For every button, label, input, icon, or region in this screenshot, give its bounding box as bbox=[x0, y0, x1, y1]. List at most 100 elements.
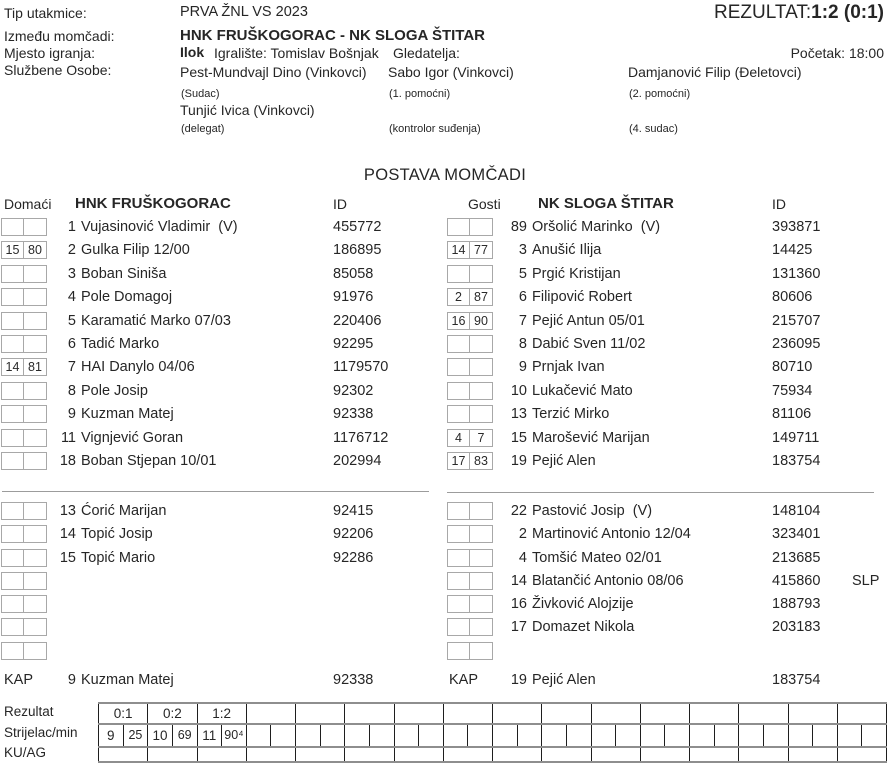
player-row: 16 Živković Alojzije 188793 bbox=[445, 594, 890, 617]
sub-minute-box bbox=[23, 405, 47, 424]
kuag-cell bbox=[344, 747, 393, 761]
player-name: Gulka Filip 12/00 bbox=[81, 242, 190, 259]
player-name: Tadić Marko bbox=[81, 335, 160, 352]
scorer-number bbox=[395, 725, 419, 746]
player-row: 8 Pole Josip 92302 bbox=[0, 381, 445, 404]
sub-minute-box bbox=[23, 595, 47, 614]
scorer-minute-cell bbox=[787, 725, 837, 746]
result-line: REZULTAT:1:2 (0:1) bbox=[714, 2, 884, 24]
sub-minute-box bbox=[23, 618, 47, 637]
player-id: 92338 bbox=[333, 406, 374, 423]
player-id: 215707 bbox=[772, 312, 821, 329]
player-id: 183754 bbox=[772, 452, 821, 469]
player-name: Filipović Robert bbox=[532, 289, 632, 306]
teams-value: HNK FRUŠKOGORAC - NK SLOGA ŠTITAR bbox=[180, 27, 485, 44]
kuag-cell bbox=[147, 747, 196, 761]
player-number: 18 bbox=[59, 452, 76, 469]
home-captain-row: KAP 9 Kuzman Matej 92338 bbox=[0, 670, 445, 690]
sub-minute-box bbox=[469, 405, 493, 424]
sub-number-box bbox=[447, 502, 470, 520]
player-id: 415860 bbox=[772, 572, 821, 589]
away-bench-divider bbox=[447, 492, 874, 493]
player-number: 13 bbox=[510, 406, 527, 423]
sub-number-box bbox=[1, 595, 24, 614]
player-number: 2 bbox=[518, 526, 527, 543]
kuag-cell bbox=[787, 747, 837, 761]
scorer-number bbox=[739, 725, 763, 746]
player-row: 6 Tadić Marko 92295 bbox=[0, 334, 445, 357]
goal-minute: 90⁴ bbox=[221, 725, 246, 746]
sub-minute-box: 81 bbox=[23, 358, 47, 377]
away-bench-list: 22 Pastović Josip (V) 148104 2 Martinović An… bbox=[445, 501, 890, 664]
player-row: 13 Terzić Mirko 81106 bbox=[445, 404, 890, 427]
empty-player-row bbox=[0, 617, 445, 640]
player-name: Pole Domagoj bbox=[81, 289, 173, 306]
player-number: 11 bbox=[60, 429, 76, 446]
match-type-label: Tip utakmice: bbox=[4, 5, 87, 21]
goal-minute: 69 bbox=[171, 725, 197, 746]
sub-number-box: 14 bbox=[447, 241, 470, 260]
sub-number-box bbox=[1, 264, 24, 283]
scorer-number bbox=[592, 725, 616, 746]
player-row: 16 90 7 Pejić Antun 05/01 215707 bbox=[445, 311, 890, 334]
player-id: 92206 bbox=[333, 526, 374, 543]
scorer-number bbox=[247, 725, 271, 746]
home-captain-number: 9 bbox=[67, 672, 76, 688]
result-value: 1:2 (0:1) bbox=[811, 2, 884, 23]
player-id: 393871 bbox=[772, 219, 821, 235]
sub-minute-box bbox=[23, 428, 47, 447]
sub-minute-box bbox=[469, 525, 493, 544]
scorer-minute-cell bbox=[738, 725, 787, 746]
sub-number-box: 2 bbox=[447, 288, 470, 307]
sub-minute-box bbox=[23, 311, 47, 330]
sub-number-box bbox=[1, 405, 24, 424]
away-captain-id: 183754 bbox=[772, 672, 821, 688]
sub-number-box bbox=[447, 381, 470, 400]
sub-number-box bbox=[447, 595, 470, 614]
referee-role: (Sudac) bbox=[181, 88, 220, 100]
result-cell bbox=[295, 704, 344, 723]
sub-minute-box bbox=[469, 502, 493, 520]
sub-minute-box bbox=[469, 618, 493, 637]
sub-number-box bbox=[447, 405, 470, 424]
player-name: Lukačević Mato bbox=[532, 382, 633, 399]
player-number: 6 bbox=[518, 289, 527, 306]
result-cell bbox=[689, 704, 738, 723]
sub-minute-box bbox=[23, 548, 47, 567]
scorer-number bbox=[345, 725, 369, 746]
player-row: 14 Blatančić Antonio 08/06 415860 SLP bbox=[445, 571, 890, 594]
kuag-cell bbox=[836, 747, 887, 761]
player-name: Oršolić Marinko (V) bbox=[532, 219, 661, 235]
goal-minute bbox=[565, 725, 591, 746]
sub-number-box bbox=[447, 525, 470, 544]
away-captain-row: KAP 19 Pejić Alen 183754 bbox=[445, 670, 890, 690]
player-id: 202994 bbox=[333, 452, 382, 469]
player-id: 92415 bbox=[333, 503, 374, 519]
scorer-minute-cell bbox=[639, 725, 689, 746]
player-row: 8 Dabić Sven 11/02 236095 bbox=[445, 334, 890, 357]
player-name: Dabić Sven 11/02 bbox=[532, 335, 646, 352]
scorer-minute-row: 9 25 10 69 11 90⁴ bbox=[98, 723, 887, 746]
home-bench-divider bbox=[2, 491, 429, 492]
sub-minute-box: 83 bbox=[469, 451, 493, 470]
goal-minute bbox=[368, 725, 394, 746]
scorer-number: 10 bbox=[152, 727, 168, 743]
player-number: 4 bbox=[67, 289, 76, 306]
player-name: Marošević Marijan bbox=[532, 429, 650, 446]
sub-minute-box: 77 bbox=[469, 241, 493, 260]
player-name: Karamatić Marko 07/03 bbox=[81, 312, 231, 329]
scorer-minute-cell bbox=[245, 725, 295, 746]
sub-number-box: 17 bbox=[447, 451, 470, 470]
sub-minute-box bbox=[23, 264, 47, 283]
sub-minute-box: 80 bbox=[23, 241, 47, 260]
player-row: 1 Vujasinović Vladimir (V) 455772 bbox=[0, 217, 445, 240]
sub-minute-box: 7 bbox=[469, 428, 493, 447]
result-cell bbox=[245, 704, 295, 723]
kuag-cell bbox=[295, 747, 344, 761]
goal-minute bbox=[467, 725, 492, 746]
player-row: 89 Oršolić Marinko (V) 393871 bbox=[445, 217, 890, 240]
away-captain-label: KAP bbox=[449, 672, 479, 688]
home-starters-list: 1 Vujasinović Vladimir (V) 455772 15 80 2 Gulk… bbox=[0, 217, 445, 474]
player-row: 4 7 15 Marošević Marijan 149711 bbox=[445, 428, 890, 451]
